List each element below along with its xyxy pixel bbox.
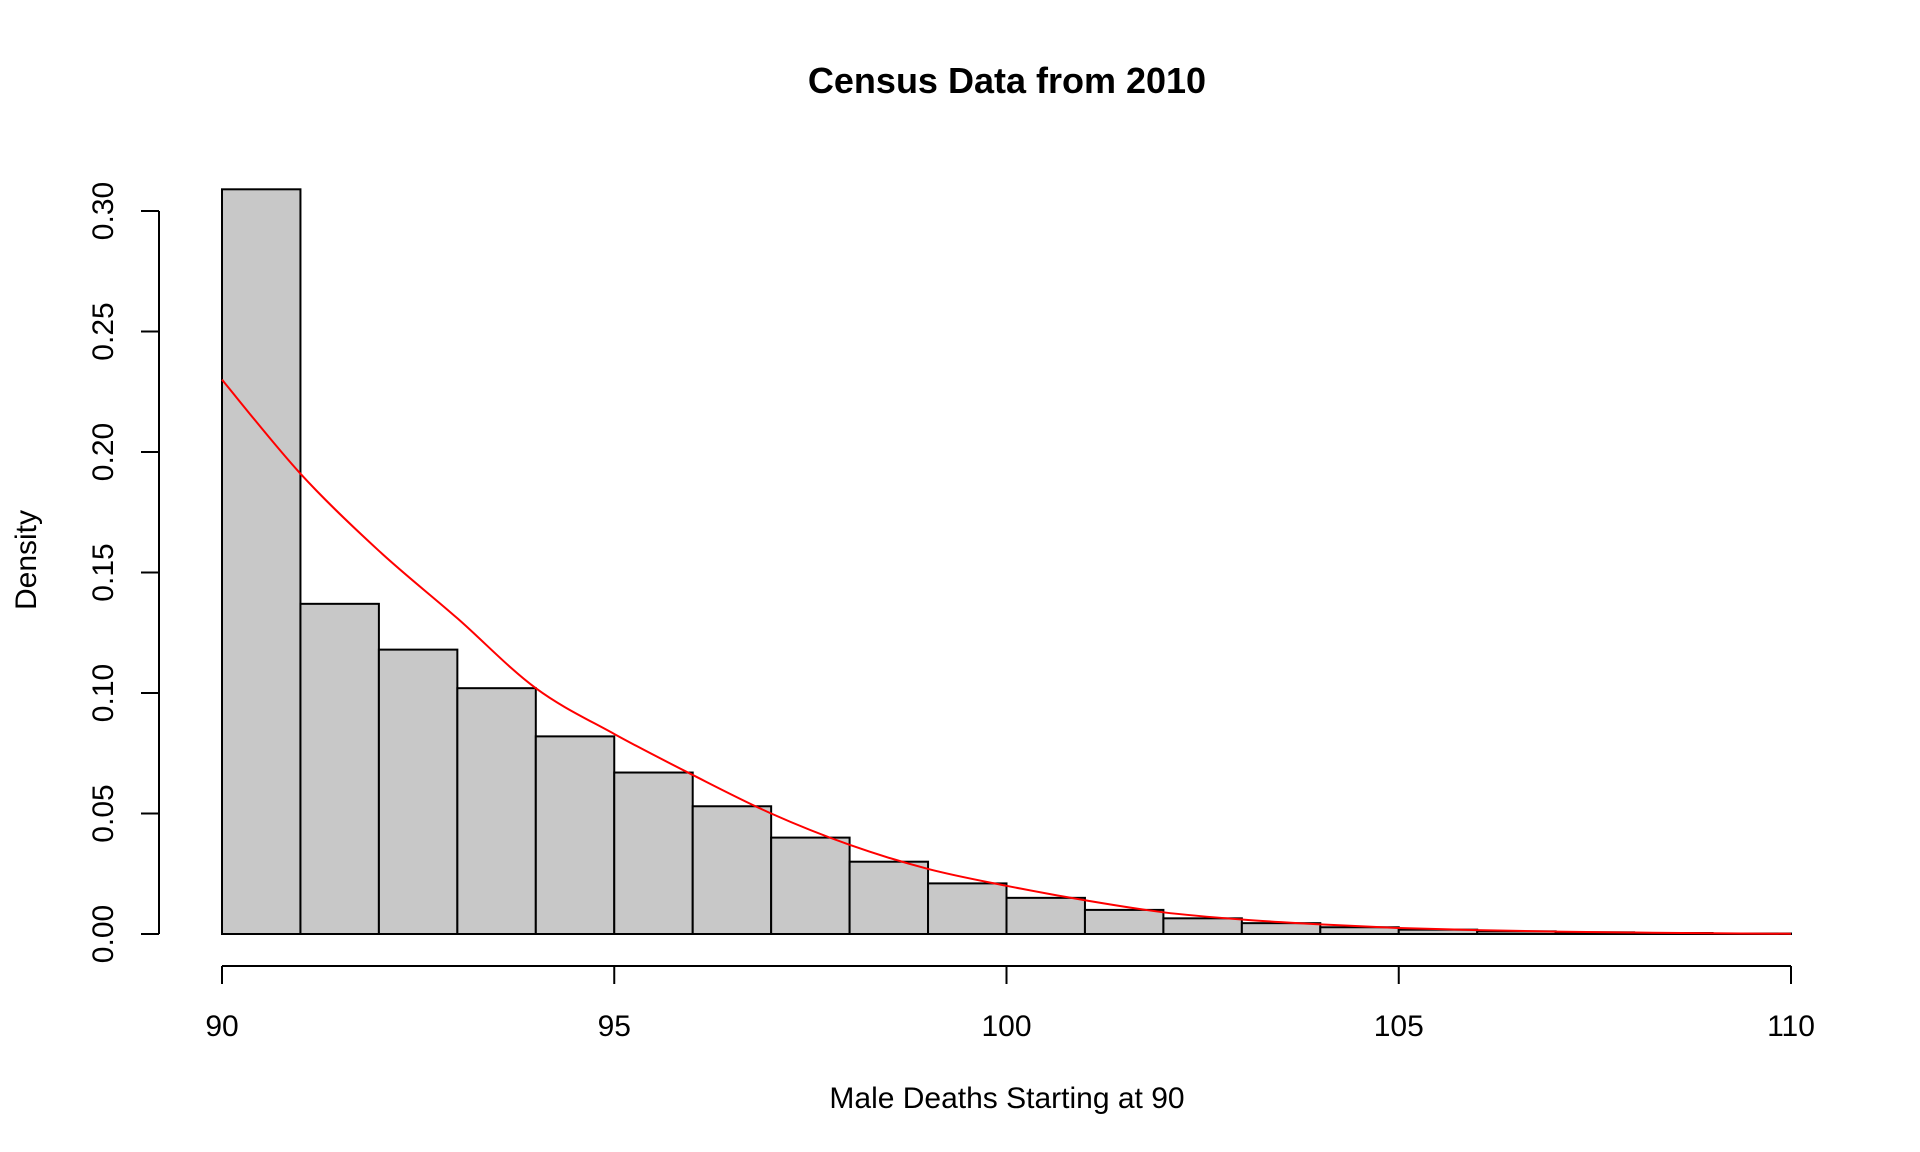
x-axis-label: Male Deaths Starting at 90 [829,1082,1184,1115]
histogram-bar [1240,922,1322,936]
y-axis: 0.00 0.05 0.10 0.15 0.20 0.25 0.30 [87,182,160,963]
histogram-bar [221,188,302,935]
histogram-bar [613,771,694,936]
y-tick-label: 0.30 [87,182,120,240]
histogram-bar [456,687,537,935]
histogram-bar [534,735,616,935]
x-tick-label: 105 [1374,1010,1424,1043]
chart-title: Census Data from 2010 [808,60,1206,101]
x-tick-label: 100 [981,1010,1031,1043]
y-tick-label: 0.25 [87,302,120,360]
y-tick-label: 0.15 [87,543,120,601]
y-tick-label: 0.20 [87,423,120,481]
histogram-bar [927,882,1008,936]
histogram-bar [1083,908,1165,936]
histogram-bar [1162,917,1243,936]
histogram-bar [377,648,459,935]
histogram-bar [299,602,380,936]
x-axis: 90 95 100 105 110 [205,965,1815,1043]
histogram-bars [221,188,1793,936]
density-curve [221,379,1792,935]
x-tick-label: 95 [598,1010,631,1043]
histogram-bar [770,836,851,935]
histogram-bar [691,805,773,936]
y-tick-label: 0.00 [87,905,120,963]
x-tick-label: 110 [1767,1010,1815,1043]
y-tick-label: 0.10 [87,664,120,722]
histogram-bar [848,860,930,936]
histogram-bar [1005,896,1086,935]
x-tick-label: 90 [205,1010,238,1043]
y-tick-label: 0.05 [87,784,120,842]
y-axis-label: Density [10,510,43,610]
